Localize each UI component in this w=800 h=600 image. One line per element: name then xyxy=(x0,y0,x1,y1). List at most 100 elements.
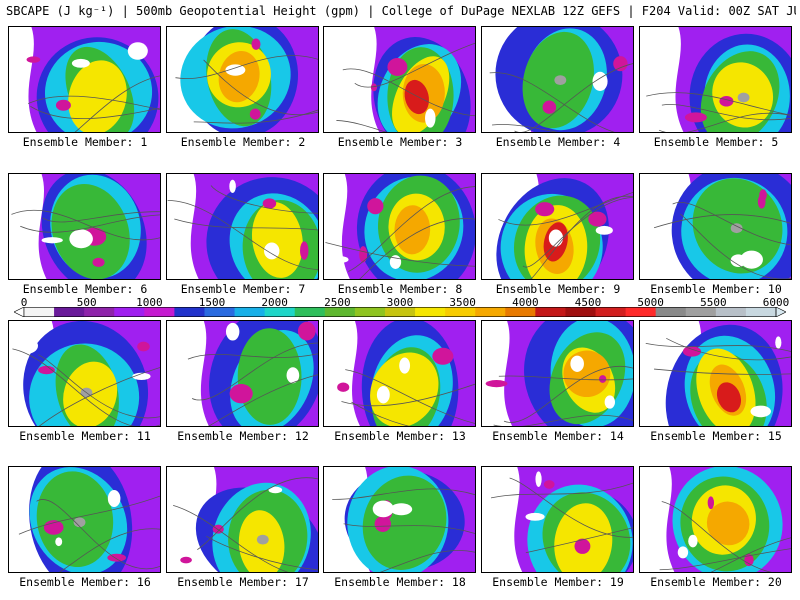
no-cape-region xyxy=(9,27,37,132)
map-boundary-line xyxy=(20,214,160,233)
ensemble-member-label: Ensemble Member: 13 xyxy=(334,429,466,443)
cape-blob xyxy=(107,490,121,508)
cape-blob xyxy=(359,246,368,263)
map-boundary-line xyxy=(646,92,791,116)
ensemble-member-label: Ensemble Member: 14 xyxy=(492,429,624,443)
map-boundary-line xyxy=(672,202,791,246)
map-boundary-line xyxy=(348,186,475,272)
sbcape-map xyxy=(640,27,791,132)
map-boundary-line xyxy=(351,401,411,426)
cape-blob xyxy=(688,534,698,548)
map-boundary-line xyxy=(710,537,791,572)
cape-contour-band xyxy=(251,201,303,278)
ensemble-member-panel xyxy=(639,26,792,133)
sbcape-map xyxy=(324,321,475,426)
sbcape-map xyxy=(482,467,633,572)
map-boundary-line xyxy=(666,337,791,361)
cape-blob xyxy=(55,537,63,547)
cape-blob xyxy=(225,322,240,341)
ensemble-member-label: Ensemble Member: 8 xyxy=(337,282,463,296)
cape-contour-band xyxy=(404,79,429,115)
map-boundary-line xyxy=(173,505,289,572)
colorbar-segment xyxy=(565,307,597,317)
cape-blob xyxy=(684,112,707,123)
colorbar-segment xyxy=(505,307,536,317)
colorbar-segment xyxy=(445,307,476,317)
no-cape-region xyxy=(324,27,380,132)
cape-blob xyxy=(38,365,55,375)
map-boundary-line xyxy=(167,199,318,270)
ensemble-member-panel xyxy=(166,466,319,573)
ensemble-member-label: Ensemble Member: 3 xyxy=(337,135,463,149)
sbcape-map xyxy=(167,174,318,279)
map-boundary-line xyxy=(58,528,160,572)
no-cape-region xyxy=(9,174,47,279)
sbcape-map xyxy=(640,174,791,279)
cape-blob xyxy=(137,341,150,352)
cape-blob xyxy=(107,553,127,562)
cape-blob xyxy=(759,189,767,201)
cape-blob xyxy=(494,31,501,49)
ensemble-member-panel xyxy=(323,466,476,573)
cape-blob xyxy=(485,380,508,388)
ensemble-member-label: Ensemble Member: 19 xyxy=(492,575,624,589)
colorbar-tick-label: 4500 xyxy=(574,296,602,309)
colorbar-segment xyxy=(204,307,236,317)
cape-blob xyxy=(574,538,591,554)
cape-blob xyxy=(71,58,90,68)
map-boundary-line xyxy=(11,209,160,241)
cape-blob xyxy=(264,242,280,260)
ensemble-member-label: Ensemble Member: 12 xyxy=(177,429,309,443)
colorbar-tick-label: 1000 xyxy=(136,296,163,309)
sbcape-map xyxy=(9,321,160,426)
ensemble-member-panel xyxy=(481,466,634,573)
cape-blob xyxy=(92,257,105,267)
cape-blob xyxy=(595,225,613,235)
ensemble-member-label: Ensemble Member: 11 xyxy=(19,429,151,443)
ensemble-member-label: Ensemble Member: 1 xyxy=(22,135,148,149)
colorbar-segment xyxy=(475,307,506,317)
sbcape-map xyxy=(640,321,791,426)
cape-max-core xyxy=(73,517,86,528)
map-boundary-line xyxy=(645,342,791,352)
sbcape-colorbar xyxy=(14,307,786,317)
ensemble-member-label: Ensemble Member: 2 xyxy=(180,135,306,149)
cape-contour-band xyxy=(706,501,750,546)
cape-blob xyxy=(599,375,607,383)
no-cape-region xyxy=(640,467,675,572)
colorbar-segment xyxy=(234,307,266,317)
cape-blob xyxy=(535,202,555,217)
cape-blob xyxy=(286,367,300,384)
map-boundary-line xyxy=(493,414,633,426)
map-boundary-line xyxy=(345,369,475,424)
cape-max-core xyxy=(256,534,269,545)
sbcape-map xyxy=(482,174,633,279)
map-boundary-line xyxy=(354,42,475,88)
colorbar-segment xyxy=(384,307,416,317)
ensemble-member-label: Ensemble Member: 15 xyxy=(650,429,782,443)
sbcape-map xyxy=(324,27,475,132)
map-boundary-line xyxy=(38,354,160,419)
cape-blob xyxy=(180,556,192,564)
cape-blob xyxy=(570,355,584,372)
cape-blob xyxy=(229,383,253,404)
cape-blob xyxy=(372,500,394,518)
cape-blob xyxy=(740,250,763,269)
map-boundary-line xyxy=(509,477,633,538)
sbcape-map xyxy=(167,321,318,426)
colorbar-segment xyxy=(294,307,326,317)
no-cape-region xyxy=(482,321,513,426)
ensemble-member-panel xyxy=(166,26,319,133)
cape-blob xyxy=(41,237,63,244)
cape-blob xyxy=(367,198,384,215)
ensemble-member-panel xyxy=(323,26,476,133)
ensemble-member-panel xyxy=(481,173,634,280)
cape-blob xyxy=(172,549,185,557)
cape-blob xyxy=(331,256,349,264)
sbcape-map xyxy=(324,174,475,279)
cape-blob xyxy=(337,382,350,392)
map-boundary-line xyxy=(489,72,616,132)
colorbar-segment xyxy=(354,307,386,317)
cape-blob xyxy=(15,337,38,354)
ensemble-member-panel xyxy=(8,466,161,573)
